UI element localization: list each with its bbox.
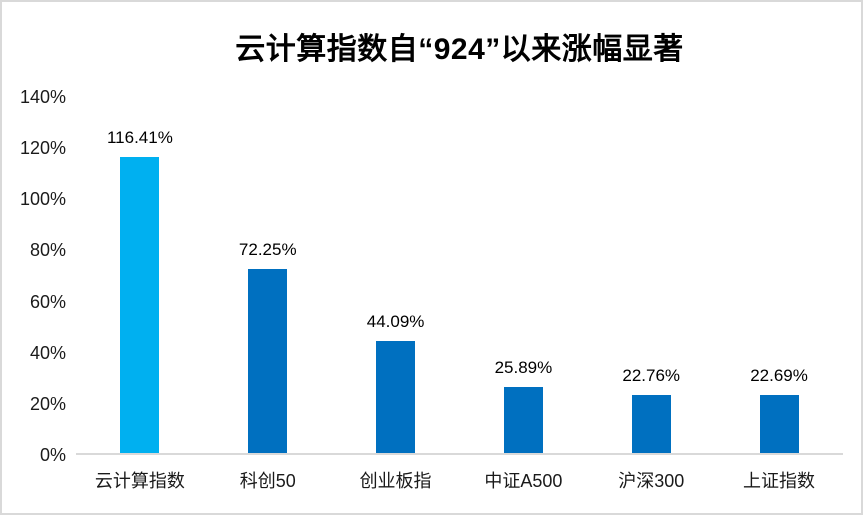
bar-column: 44.09% xyxy=(332,97,460,453)
y-axis: 0% 20% 40% 60% 80% 100% 120% 140% xyxy=(2,87,66,465)
bar-value-label: 44.09% xyxy=(366,311,425,331)
bar-value-label: 72.25% xyxy=(238,240,297,260)
y-tick-label: 140% xyxy=(19,87,66,107)
y-tick-label: 100% xyxy=(19,189,66,210)
plot-area: 116.41% 72.25% 44.09% 25.89% 22.76% 22.69% xyxy=(76,97,843,455)
y-tick-label: 40% xyxy=(29,342,66,363)
bar-column: 116.41% xyxy=(76,97,204,453)
category-label: 沪深300 xyxy=(618,471,685,491)
y-tick-label: 0% xyxy=(39,445,66,465)
category-label: 创业板指 xyxy=(359,471,432,491)
bar-column: 25.89% xyxy=(459,97,587,453)
bar xyxy=(376,340,416,453)
bar-column: 22.76% xyxy=(587,97,715,453)
category-label: 科创50 xyxy=(239,471,296,491)
bar xyxy=(759,395,799,453)
bars-group: 116.41% 72.25% 44.09% 25.89% 22.76% 22.69% xyxy=(76,97,843,453)
bar-value-label: 22.76% xyxy=(622,366,681,386)
y-tick-label: 20% xyxy=(29,393,66,414)
category-label: 云计算指数 xyxy=(94,471,185,491)
x-axis: 云计算指数 科创50 创业板指 中证A500 沪深300 上证指数 xyxy=(76,470,843,492)
bar xyxy=(248,269,288,453)
category-label: 上证指数 xyxy=(743,471,816,491)
bar-column: 72.25% xyxy=(204,97,332,453)
category-label: 中证A500 xyxy=(484,471,563,491)
bar-value-label: 116.41% xyxy=(106,128,173,147)
y-tick-label: 80% xyxy=(29,240,66,261)
y-tick-label: 120% xyxy=(19,138,66,159)
chart-title: 云计算指数自“924”以来涨幅显著 xyxy=(235,33,684,66)
bar xyxy=(120,157,160,453)
bar-value-label: 22.69% xyxy=(750,366,808,386)
bar xyxy=(631,395,671,453)
bar xyxy=(503,387,543,453)
bar-column: 22.69% xyxy=(715,97,843,453)
bar-value-label: 25.89% xyxy=(494,358,553,378)
y-tick-label: 60% xyxy=(29,291,66,312)
